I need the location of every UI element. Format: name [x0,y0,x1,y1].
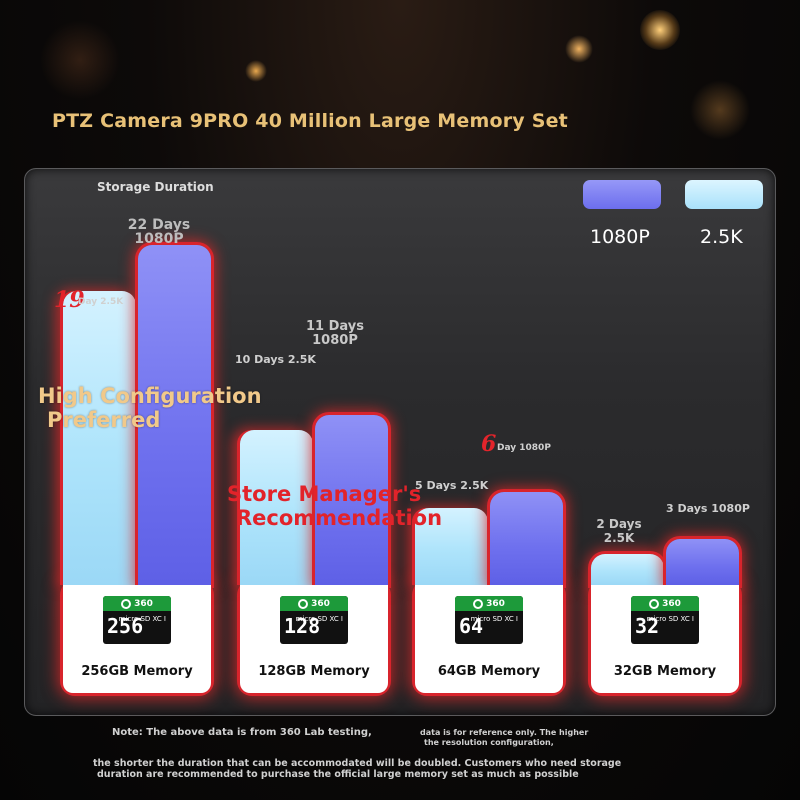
bar-32gb-memory-1080p [666,538,739,585]
note-line-3: duration are recommended to purchase the… [97,769,579,780]
memory-label: 256GB Memory [81,664,193,679]
value-number-64-1080p: 6 [481,431,497,457]
value-label-128-1080p: 11 Days 1080P [306,319,364,348]
promo-high-configuration: High Configuration Preferred [38,384,262,432]
brand-text: 360 [134,598,153,609]
bar-64gb-memory-1080p [490,492,563,585]
brand-logo: 360 [455,596,523,611]
legend-label-2-5k: 2.5K [700,226,743,248]
bar-64gb-memory-2-5k [415,507,488,585]
note-line-1a: Note: The above data is from 360 Lab tes… [112,727,372,738]
bokeh-light [40,20,120,100]
value-label-256-2-5k: Day 2.5K [78,297,124,307]
chip-capacity: 256 [107,614,144,638]
value-label-64-1080p: Day 1080P [497,443,551,453]
note-line-1b: data is for reference only. The higher [420,728,589,737]
page-title: PTZ Camera 9PRO 40 Million Large Memory … [52,110,568,132]
value-label-64-2-5k: 5 Days 2.5K [415,479,489,492]
sd-card-icon: 360 64 micro SD XC I [455,596,523,644]
note-line-1c: the resolution configuration, [424,738,554,747]
bar-32gb-memory-2-5k [591,554,664,585]
chip-micro-text: micro SD XC I [646,615,694,623]
value-label-256-1080p: 22 Days 1080P [127,217,191,247]
brand-logo: 360 [280,596,348,611]
chip-capacity: 64 [459,614,484,638]
memory-label: 128GB Memory [258,664,370,679]
bokeh-light [690,80,750,140]
chip-capacity: 128 [284,614,321,638]
chip-micro-text: micro SD XC I [118,615,166,623]
bar-256gb-memory-2-5k [63,291,136,585]
sd-card-icon: 360 128 micro SD XC I [280,596,348,644]
memory-card-256gb-memory: 360 256 micro SD XC I 256GB Memory [63,585,211,693]
legend-swatch-1080p [583,180,661,209]
memory-label: 32GB Memory [613,664,717,679]
chart-title: Storage Duration [97,180,214,194]
value-number-256-2-5k: 19 [54,287,85,313]
note-line-2: the shorter the duration that can be acc… [93,758,622,769]
sd-card-icon: 360 256 micro SD XC I [103,596,171,644]
bokeh-light [565,35,593,63]
chip-capacity: 32 [635,614,660,638]
brand-text: 360 [311,598,330,609]
chip-micro-text: micro SD XC I [295,615,343,623]
bar-256gb-memory-1080p [138,245,211,585]
bar-128gb-memory-2-5k [240,430,313,585]
memory-card-64gb-memory: 360 64 micro SD XC I 64GB Memory [415,585,563,693]
value-label-32-2-5k: 2 Days 2.5K [596,517,642,545]
legend-label-1080p: 1080P [590,226,650,248]
sd-card-icon: 360 32 micro SD XC I [631,596,699,644]
chip-micro-text: micro SD XC I [470,615,518,623]
value-label-32-1080p: 3 Days 1080P [666,502,750,515]
legend-swatch-2-5k [685,180,763,209]
memory-card-128gb-memory: 360 128 micro SD XC I 128GB Memory [240,585,388,693]
bokeh-light [245,60,267,82]
memory-card-32gb-memory: 360 32 micro SD XC I 32GB Memory [591,585,739,693]
brand-ring-icon [298,598,309,609]
brand-logo: 360 [631,596,699,611]
brand-text: 360 [486,598,505,609]
bar-128gb-memory-1080p [315,415,388,585]
memory-label: 64GB Memory [437,664,541,679]
value-label-128-2-5k: 10 Days 2.5K [235,353,316,366]
brand-logo: 360 [103,596,171,611]
bokeh-light [640,10,680,50]
brand-ring-icon [121,598,132,609]
brand-ring-icon [649,598,660,609]
promo-store-manager: Store Manager's Recommendation [227,482,443,530]
brand-text: 360 [662,598,681,609]
brand-ring-icon [473,598,484,609]
